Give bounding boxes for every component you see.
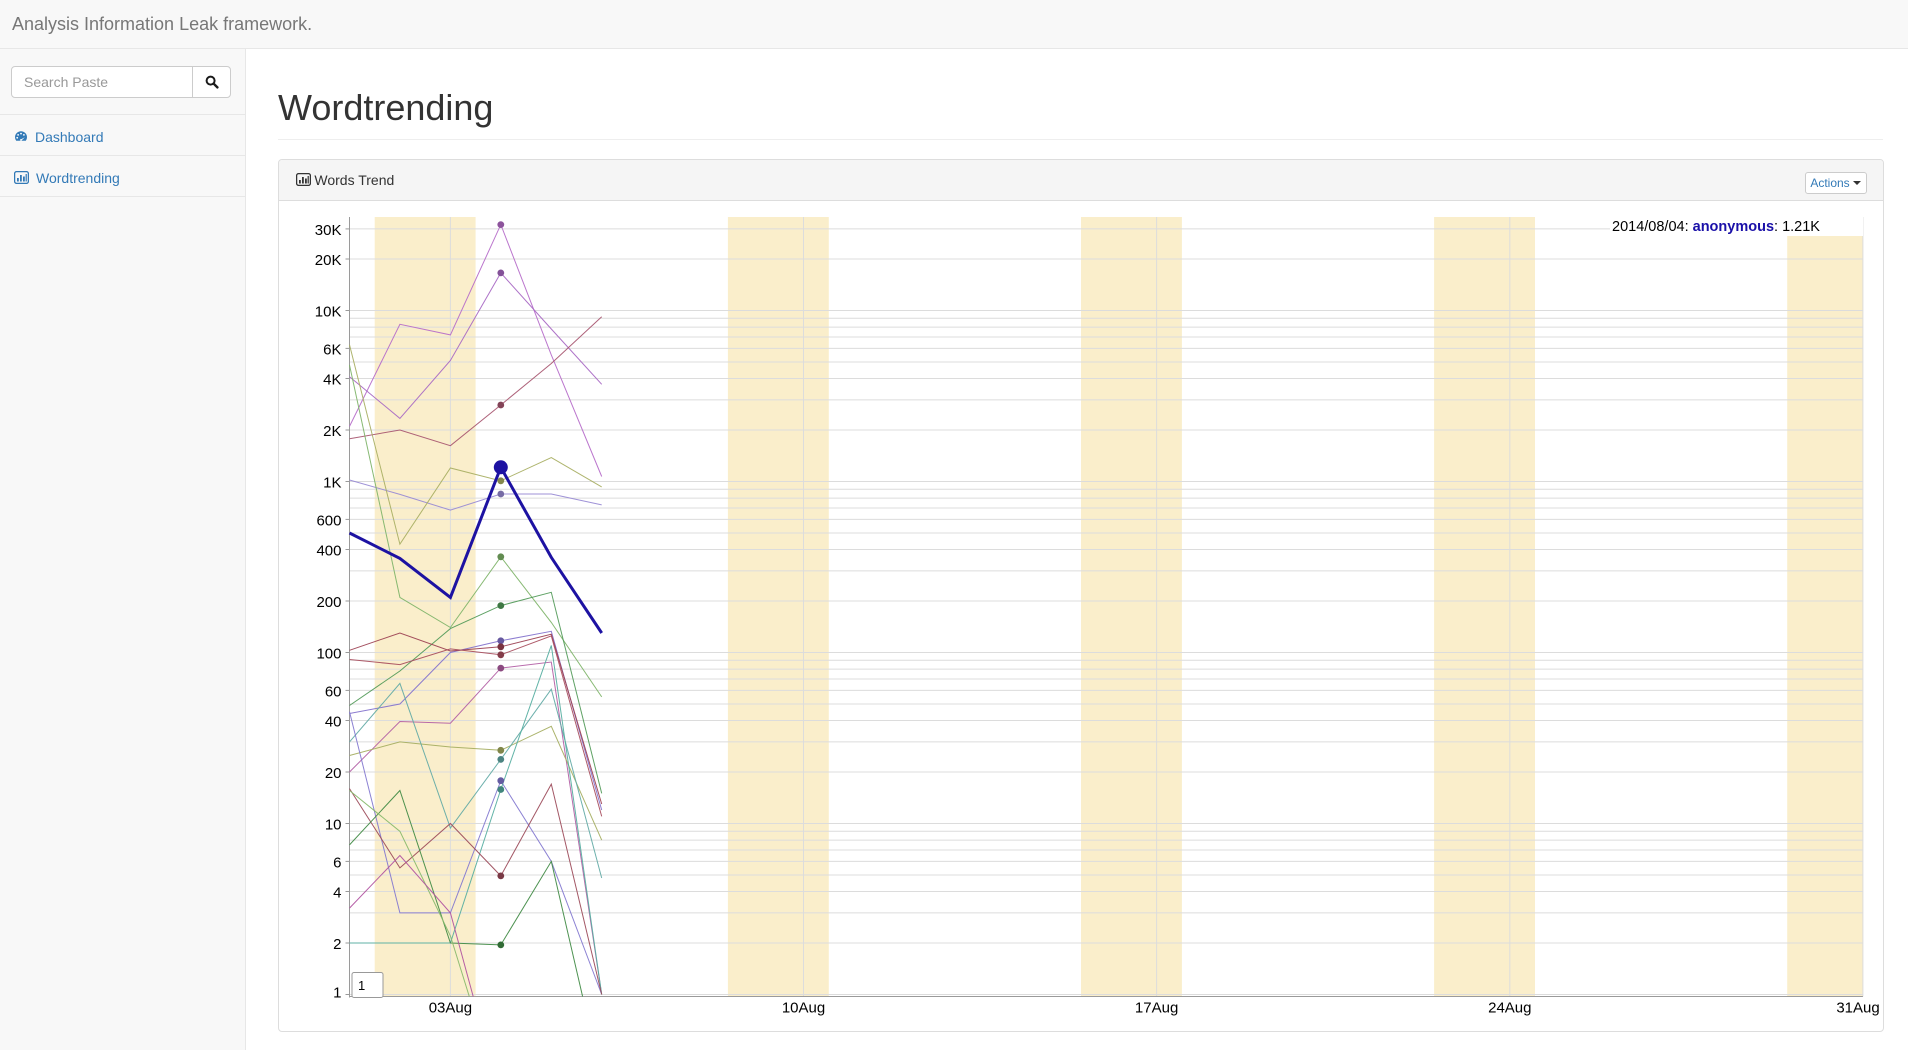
svg-text:60: 60 [325,683,342,700]
svg-text:2K: 2K [323,423,341,440]
svg-text:1: 1 [358,978,365,993]
svg-text:40: 40 [325,714,342,731]
svg-text:10: 10 [325,817,342,834]
svg-text:03Aug: 03Aug [429,1000,472,1017]
svg-text:31Aug: 31Aug [1836,1000,1879,1017]
svg-text:4: 4 [333,885,341,902]
svg-text:10K: 10K [315,304,342,321]
svg-text:24Aug: 24Aug [1488,1000,1531,1017]
svg-text:6: 6 [333,854,341,871]
svg-text:2014/08/04: anonymous: 1.21K: 2014/08/04: anonymous: 1.21K [1612,219,1820,235]
svg-text:4K: 4K [323,372,341,389]
svg-text:400: 400 [316,543,341,560]
svg-text:1K: 1K [323,475,341,492]
svg-text:100: 100 [316,646,341,663]
svg-text:200: 200 [316,594,341,611]
svg-text:10Aug: 10Aug [782,1000,825,1017]
svg-text:6K: 6K [323,341,341,358]
svg-text:2: 2 [333,936,341,953]
svg-text:20K: 20K [315,252,342,269]
svg-text:30K: 30K [315,222,342,239]
svg-text:20: 20 [325,765,342,782]
svg-text:600: 600 [316,512,341,529]
svg-text:1: 1 [333,985,341,1002]
svg-text:17Aug: 17Aug [1135,1000,1178,1017]
